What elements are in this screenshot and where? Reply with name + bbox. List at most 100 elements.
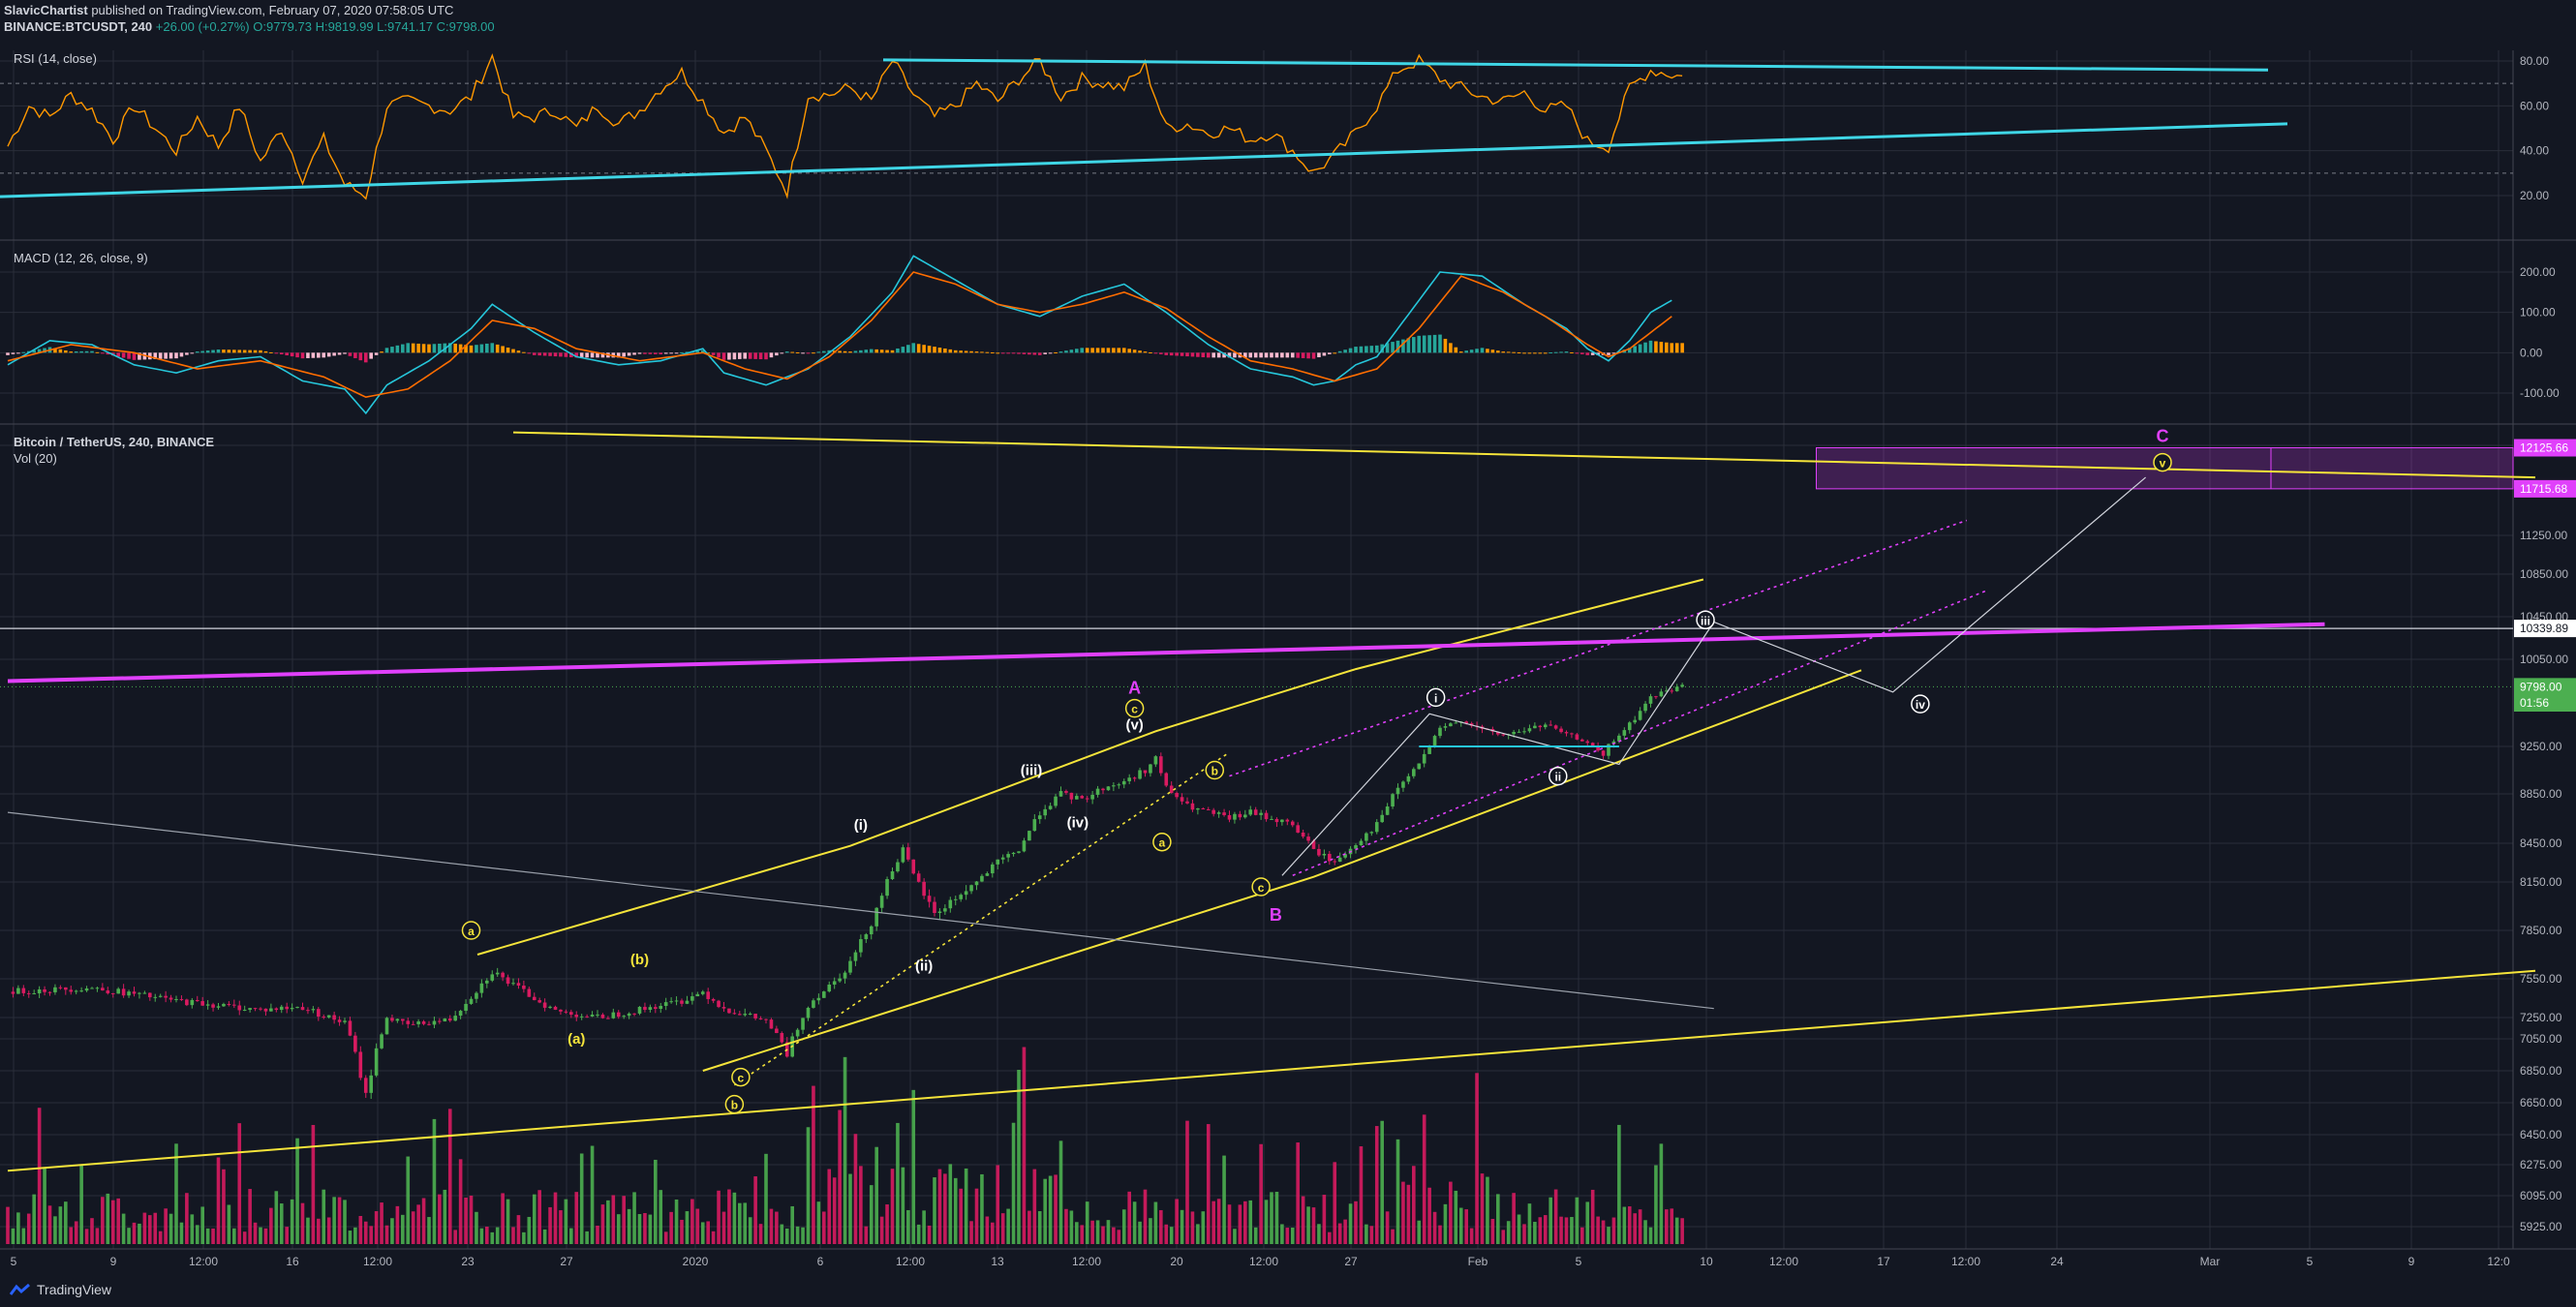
macd-bar	[1549, 352, 1552, 354]
wave-label-text: iv	[1916, 698, 1925, 712]
candle-body	[1311, 840, 1316, 849]
candle-body	[421, 1021, 426, 1024]
candle-body	[84, 988, 89, 991]
candle-body	[401, 1018, 405, 1021]
wave-label: (b)	[630, 952, 649, 968]
macd-bar	[1527, 352, 1532, 354]
volume-bar	[943, 1173, 947, 1244]
macd-bar	[401, 344, 405, 353]
candle-body	[711, 998, 716, 1001]
wave-label-circle	[1124, 698, 1145, 718]
tradingview-logo[interactable]: TradingView	[10, 1282, 111, 1297]
date-tick-label: 9	[110, 1255, 117, 1268]
candle-body	[153, 996, 158, 998]
candle-body	[443, 1018, 447, 1022]
macd-bar	[69, 351, 74, 353]
wave-label-text: b	[1211, 765, 1218, 778]
candle-body	[501, 972, 505, 978]
volume-bar	[874, 1146, 878, 1244]
volume-bar	[1391, 1229, 1395, 1244]
macd-bar	[369, 352, 373, 359]
macd-bar	[384, 348, 389, 353]
macd-bar	[1101, 348, 1105, 353]
volume-bar	[227, 1204, 231, 1244]
wave-label: (ii)	[915, 958, 933, 975]
price-tick-label: 10850.00	[2520, 567, 2568, 581]
macd-bar	[816, 351, 821, 353]
volume-bar	[1243, 1201, 1247, 1244]
candle-body	[801, 1018, 805, 1030]
published-text: published on TradingView.com, February 0…	[91, 3, 454, 17]
candle-body	[627, 1013, 631, 1017]
author[interactable]: SlavicChartist	[4, 3, 88, 17]
volume-bar	[790, 1205, 794, 1244]
date-tick-label: Mar	[2200, 1255, 2221, 1268]
candle-body	[116, 988, 120, 994]
candle-body	[1522, 731, 1526, 733]
candle-body	[248, 1008, 252, 1011]
volume-bar	[1143, 1189, 1148, 1244]
macd-bar	[453, 343, 457, 353]
candle-body	[43, 988, 46, 992]
volume-bar	[974, 1188, 979, 1244]
wave-label: (i)	[854, 817, 868, 834]
date-axis: 5 9 12:00 16 12:00 23 27 2020 6 12:00 13 12:00 20 12:…	[11, 1255, 2510, 1268]
macd-bar	[406, 343, 411, 353]
volume-bar	[164, 1208, 168, 1244]
candle-body	[1296, 825, 1300, 833]
volume-bar	[1227, 1204, 1232, 1244]
volume-bar	[1449, 1181, 1453, 1244]
macd-bar	[874, 349, 878, 353]
macd-bar	[1322, 352, 1327, 356]
volume-bar	[1575, 1197, 1579, 1244]
volume-bar	[1127, 1191, 1131, 1244]
macd-bar	[1533, 352, 1537, 354]
candle-body	[26, 992, 31, 994]
macd-bar	[1243, 352, 1247, 358]
macd-bar	[943, 348, 947, 353]
macd-bar	[1274, 352, 1279, 358]
candle-body	[654, 1007, 658, 1010]
candle-body	[1417, 763, 1422, 770]
macd-bar	[1095, 348, 1100, 353]
date-tick-label: 5	[2307, 1255, 2314, 1268]
candle-body	[748, 1014, 752, 1016]
ohlc: O:9779.73 H:9819.99 L:9741.17 C:9798.00	[253, 19, 495, 34]
volume-bar	[285, 1227, 289, 1244]
macd-bar	[1106, 348, 1111, 353]
price-tag-box	[2514, 678, 2576, 696]
wave-label-text: B	[1270, 905, 1282, 925]
date-tick-label: 12:00	[363, 1255, 392, 1268]
macd-bar	[795, 352, 800, 354]
macd-tick-label: 0.00	[2520, 346, 2543, 359]
volume-bar	[1311, 1207, 1316, 1244]
candle-body	[542, 1002, 547, 1008]
top-resistance-line	[512, 431, 2536, 479]
candle-body	[838, 978, 842, 982]
macd-bar	[32, 350, 36, 353]
volume-bar	[933, 1177, 936, 1244]
macd-bar	[1575, 352, 1579, 354]
macd-bar	[263, 350, 268, 353]
macd-bar	[717, 352, 721, 358]
macd-bar	[79, 350, 83, 353]
projection-line	[1281, 476, 2146, 876]
candle-body	[769, 1019, 774, 1029]
candle-body	[1670, 690, 1674, 692]
volume-bar	[1412, 1166, 1416, 1244]
macd-bar	[1654, 341, 1658, 353]
macd-bar	[1196, 352, 1200, 357]
macd-bar	[495, 344, 500, 353]
volume-bar	[1454, 1190, 1458, 1244]
wave-label-circle	[1549, 766, 1568, 786]
volume-bar	[1206, 1124, 1211, 1244]
macd-bar	[964, 350, 968, 353]
candle-body	[53, 987, 57, 992]
volume-bar	[627, 1208, 631, 1244]
volume-bar	[1469, 1228, 1474, 1244]
candle-body	[237, 1005, 242, 1011]
macd-bar	[127, 352, 131, 359]
candle-body	[185, 999, 189, 1006]
candle-body	[743, 1014, 748, 1016]
